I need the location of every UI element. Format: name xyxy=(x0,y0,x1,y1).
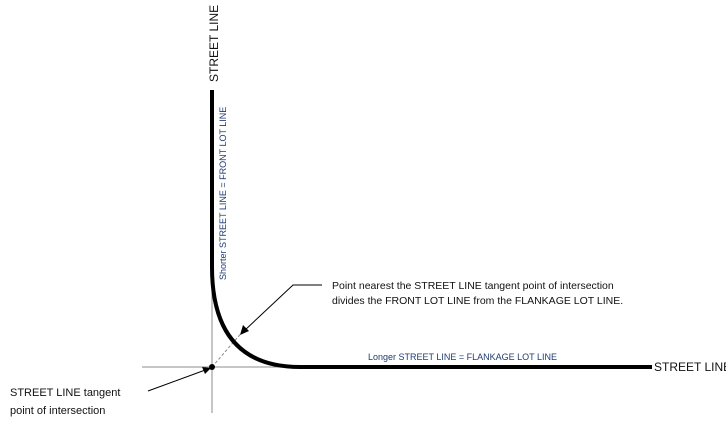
curve-point-callout-line1: Point nearest the STREET LINE tangent po… xyxy=(332,280,614,292)
tangent-point-callout-line2: point of intersection xyxy=(10,405,105,417)
longer-street-line-label: Longer STREET LINE = FLANKAGE LOT LINE xyxy=(368,352,557,362)
tangent-point-leader xyxy=(147,368,209,392)
street-line-curve xyxy=(210,90,652,369)
curve-point-callout-line2: divides the FRONT LOT LINE from the FLAN… xyxy=(332,295,623,307)
curve-point-leader xyxy=(243,284,322,332)
tangent-point-callout-line1: STREET LINE tangent xyxy=(10,387,120,399)
street-line-horizontal-label: STREET LINE xyxy=(654,360,726,374)
shorter-street-line-label: Shorter STREET LINE = FRONT LOT LINE xyxy=(218,107,228,280)
street-line-vertical-label: STREET LINE xyxy=(207,5,221,82)
tangent-point-arrowhead xyxy=(202,367,211,374)
dashed-diagonal-line xyxy=(211,329,245,368)
curve-point-arrowhead xyxy=(240,325,249,335)
